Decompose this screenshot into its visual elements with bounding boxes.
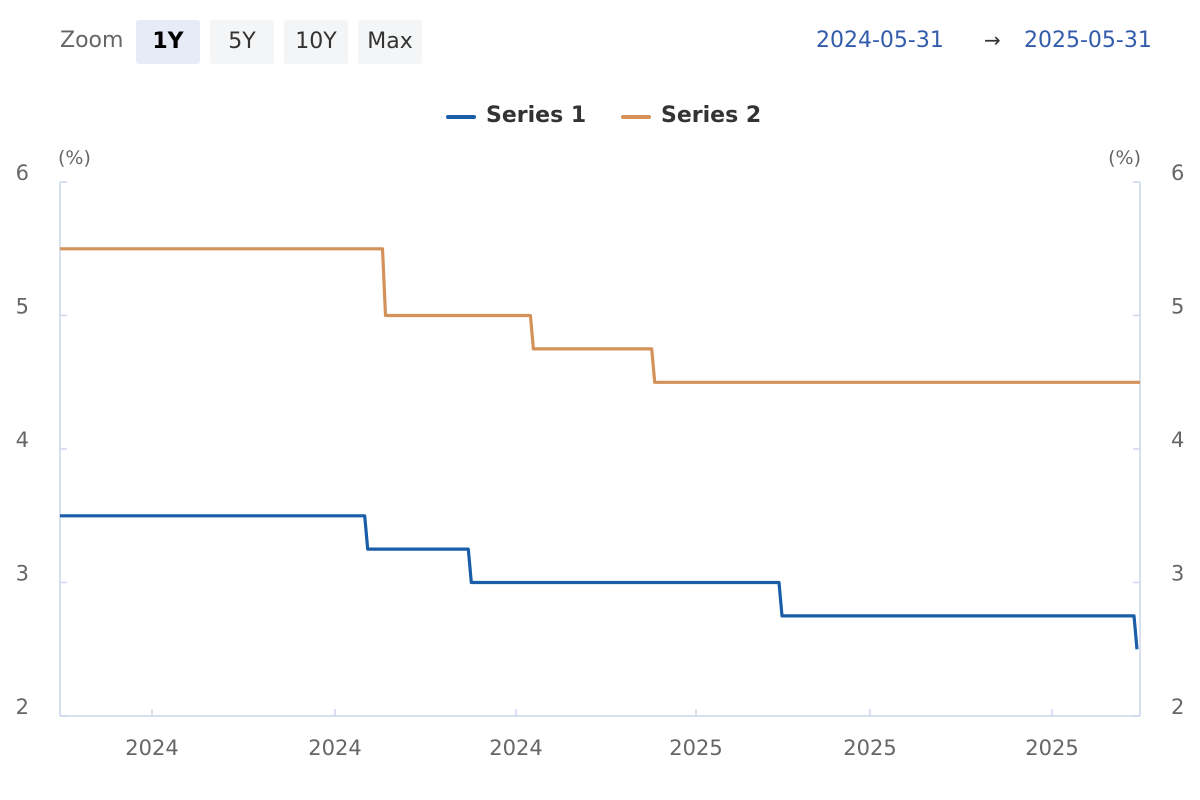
zoom-5y-button[interactable]: 5Y <box>210 20 274 64</box>
range-arrow-icon: → <box>984 28 1001 52</box>
x-tick-label: 2025 <box>1025 736 1078 760</box>
y-tick-label-left: 5 <box>16 295 29 319</box>
range-start-date[interactable]: 2024-05-31 <box>816 28 944 53</box>
legend-item-series-1[interactable]: Series 1 <box>446 100 586 136</box>
range-end-date[interactable]: 2025-05-31 <box>1024 28 1152 53</box>
y-unit-label-right: (%) <box>1108 147 1141 169</box>
legend-item-series-2[interactable]: Series 2 <box>621 100 761 136</box>
legend-swatch-series-1 <box>446 115 476 119</box>
legend-label-series-2: Series 2 <box>661 103 762 128</box>
legend-swatch-series-2 <box>621 115 651 119</box>
x-tick-label: 2025 <box>669 736 722 760</box>
series-line-series-2 <box>60 247 1140 384</box>
y-tick-label-right: 2 <box>1171 695 1184 719</box>
y-tick-label-left: 6 <box>16 161 29 185</box>
legend-label-series-1: Series 1 <box>486 103 587 128</box>
zoom-1y-button[interactable]: 1Y <box>136 20 200 64</box>
y-tick-label-left: 2 <box>16 695 29 719</box>
y-tick-label-left: 3 <box>16 562 29 586</box>
legend: Series 1 Series 2 <box>0 100 1200 136</box>
series-line-series-1 <box>60 514 1139 650</box>
x-tick-label: 2025 <box>843 736 896 760</box>
y-tick-label-right: 6 <box>1171 161 1184 185</box>
y-tick-label-right: 3 <box>1171 562 1184 586</box>
x-tick-label: 2024 <box>125 736 178 760</box>
zoom-max-button[interactable]: Max <box>358 20 422 64</box>
zoom-label: Zoom <box>60 28 124 53</box>
zoom-10y-button[interactable]: 10Y <box>284 20 348 64</box>
toolbar: Zoom 1Y 5Y 10Y Max 2024-05-31 → 2025-05-… <box>0 0 1200 84</box>
y-tick-label-right: 4 <box>1171 428 1184 452</box>
y-tick-label-left: 4 <box>16 428 29 452</box>
y-tick-label-right: 5 <box>1171 295 1184 319</box>
x-tick-label: 2024 <box>489 736 542 760</box>
y-unit-label-left: (%) <box>58 147 91 169</box>
x-tick-label: 2024 <box>308 736 361 760</box>
